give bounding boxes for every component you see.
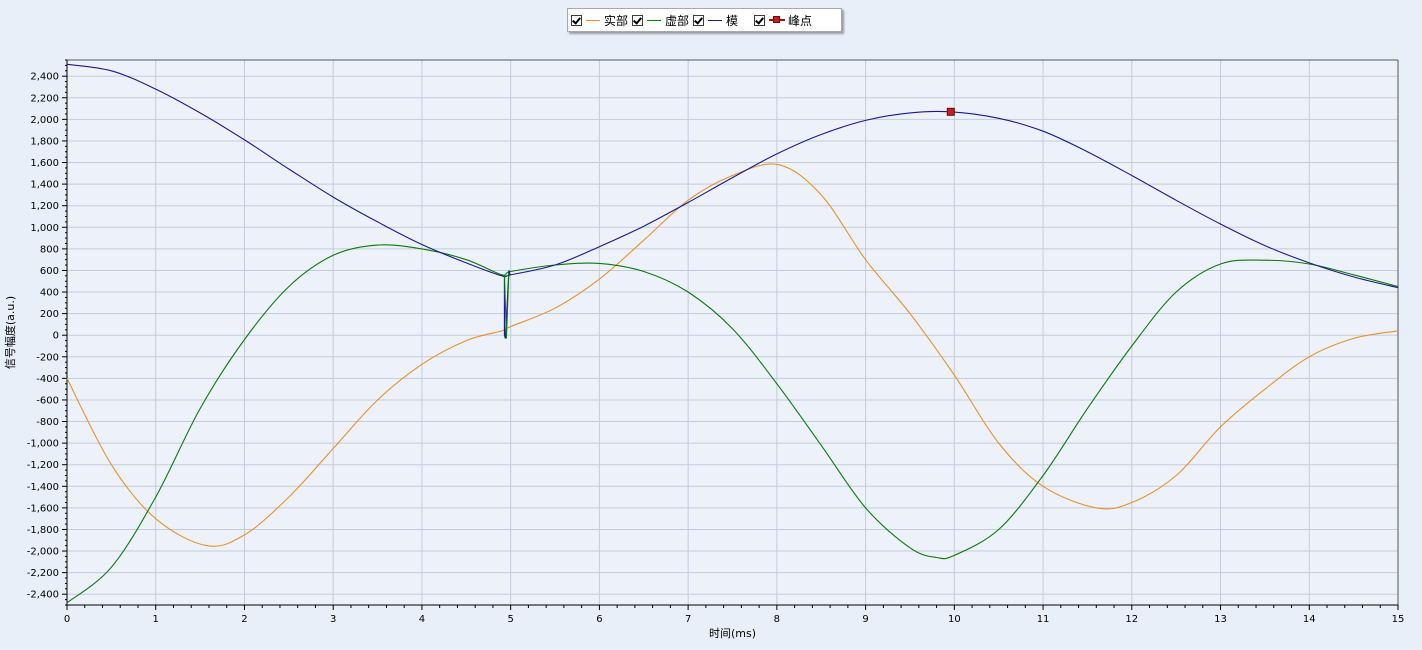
x-tick-label: 2 — [241, 614, 247, 625]
chart-legend: 实部 虚部 模 峰点 — [567, 8, 842, 32]
x-axis-title: 时间(ms) — [709, 627, 756, 640]
series-imaginary-line — [66, 244, 1399, 604]
x-tick-label: 11 — [1037, 614, 1050, 625]
legend-label: 峰点 — [788, 13, 813, 28]
y-tick-label: -200 — [36, 352, 59, 363]
x-tick-label: 4 — [419, 614, 425, 625]
y-tick-label: 800 — [40, 244, 59, 255]
x-tick-label: 12 — [1125, 614, 1138, 625]
x-tick-label: 1 — [153, 614, 159, 625]
legend-checkbox[interactable] — [693, 14, 705, 26]
series-magnitude-line — [66, 63, 1399, 289]
x-tick-label: 6 — [596, 614, 602, 625]
x-tick-label: 15 — [1392, 614, 1405, 625]
x-tick-label: 14 — [1303, 614, 1316, 625]
y-tick-label: -1,000 — [27, 439, 59, 450]
y-tick-label: 2,200 — [30, 93, 59, 104]
legend-label: 实部 — [604, 13, 629, 28]
y-tick-label: -1,400 — [27, 482, 59, 493]
x-tick-label: 0 — [64, 614, 70, 625]
y-tick-label: -2,400 — [27, 590, 59, 601]
y-tick-label: -2,000 — [27, 547, 59, 558]
y-tick-label: 200 — [40, 309, 59, 320]
y-tick-label: -1,600 — [27, 503, 59, 514]
y-tick-label: -1,200 — [27, 460, 59, 471]
legend-item-2[interactable]: 模 — [693, 12, 738, 29]
y-tick-label: -600 — [36, 395, 59, 406]
legend-label: 模 — [726, 13, 739, 28]
magnitude-glitch — [503, 270, 511, 339]
y-tick-label: 1,400 — [30, 180, 59, 191]
y-tick-label: -1,800 — [27, 525, 59, 536]
legend-line-icon — [708, 19, 723, 21]
peak-marker-icon — [769, 16, 786, 24]
y-axis-title: 信号幅度(a.u.) — [3, 296, 17, 369]
legend-line-icon — [647, 19, 662, 21]
peak-point-marker — [946, 107, 955, 116]
x-tick-label: 8 — [774, 614, 780, 625]
y-tick-label: -2,200 — [27, 568, 59, 579]
imaginary-glitch — [503, 272, 510, 339]
y-tick-label: -800 — [36, 417, 59, 428]
y-tick-label: 1,200 — [30, 201, 59, 212]
legend-checkbox[interactable] — [632, 14, 644, 26]
y-tick-label: 1,800 — [30, 136, 59, 147]
legend-item-0[interactable]: 实部 — [571, 12, 628, 29]
y-tick-label: 2,000 — [30, 115, 59, 126]
legend-item-1[interactable]: 虚部 — [632, 12, 689, 29]
legend-checkbox[interactable] — [754, 14, 766, 26]
plot-area — [67, 60, 1398, 605]
y-tick-label: 1,000 — [30, 223, 59, 234]
series-real-line — [66, 163, 1399, 547]
y-tick-label: 2,400 — [30, 72, 59, 83]
x-tick-label: 5 — [507, 614, 513, 625]
y-tick-label: 1,600 — [30, 158, 59, 169]
y-tick-label: 0 — [53, 331, 59, 342]
x-tick-label: 13 — [1214, 614, 1227, 625]
y-tick-label: 400 — [40, 288, 59, 299]
legend-line-icon — [586, 19, 600, 21]
x-tick-label: 7 — [685, 614, 691, 625]
legend-label: 虚部 — [665, 13, 690, 28]
legend-checkbox[interactable] — [571, 14, 582, 26]
legend-item-3[interactable]: 峰点 — [754, 12, 812, 29]
x-tick-label: 3 — [330, 614, 336, 625]
y-tick-label: 600 — [40, 266, 59, 277]
x-tick-label: 9 — [862, 614, 868, 625]
y-tick-label: -400 — [36, 374, 59, 385]
x-tick-label: 10 — [948, 614, 961, 625]
